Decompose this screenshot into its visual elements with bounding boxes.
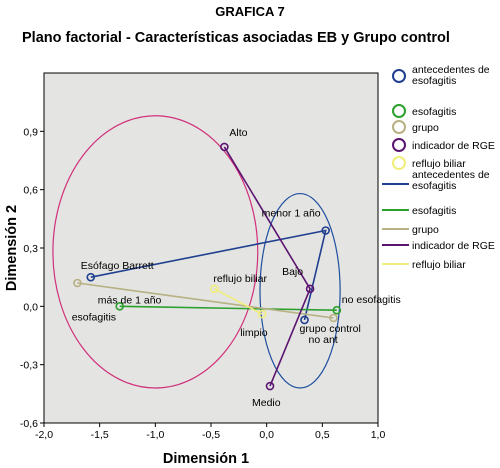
- legend-line-label-4: reflujo biliar: [412, 259, 466, 271]
- y-axis-title: Dimensión 2: [4, 205, 20, 291]
- series-3-point-2: [265, 381, 275, 391]
- legend-marker-label-0: antecedentes de esofagitis: [412, 64, 490, 87]
- series-3-point-1: [305, 284, 315, 294]
- legend-marker-1: [392, 104, 406, 118]
- chart-title: Plano factorial - Características asocia…: [22, 30, 450, 46]
- legend-marker-2: [392, 120, 406, 134]
- ellipse-1: [52, 115, 259, 389]
- x-tick-label-2: -1,0: [146, 429, 164, 441]
- figure-label: GRAFICA 7: [215, 4, 285, 19]
- point-label-0-2: grupo control no ant: [300, 323, 361, 346]
- series-2-point-1: [329, 313, 338, 323]
- y-tick-label-5: 0,9: [23, 126, 38, 138]
- series-2-point-0: [73, 278, 82, 288]
- x-tick-label-5: 0,5: [315, 429, 330, 441]
- legend-marker-label-2: grupo: [412, 122, 439, 134]
- x-tick-label-6: 1,0: [371, 429, 386, 441]
- point-label-3-2: Medio: [252, 397, 281, 409]
- series-0-point-0: [86, 272, 96, 282]
- legend-marker-4: [392, 156, 406, 170]
- legend-marker-label-4: reflujo biliar: [412, 158, 466, 170]
- series-line-2: [77, 282, 334, 319]
- series-1-point-1: [332, 305, 342, 315]
- legend-line-label-2: grupo: [412, 224, 439, 236]
- y-tick-label-3: 0,3: [23, 243, 38, 255]
- y-tick-label-1: -0,3: [20, 360, 38, 372]
- legend-marker-label-1: esofagitis: [412, 106, 456, 118]
- legend-line-label-0: antecedentes de esofagitis: [412, 169, 490, 192]
- x-axis-title: Dimensión 1: [163, 451, 249, 467]
- series-3-point-0: [220, 142, 229, 152]
- legend-marker-label-3: indicador de RGE: [412, 140, 495, 152]
- series-line-3: [223, 146, 311, 387]
- legend-line-label-1: esofagitis: [412, 205, 456, 217]
- ellipse-2: [259, 192, 341, 389]
- series-4-point-1: [257, 309, 267, 319]
- legend-marker-3: [392, 138, 406, 152]
- point-label-4-0: reflujo biliar: [213, 273, 267, 285]
- legend-line-label-3: indicador de RGE: [412, 240, 495, 252]
- series-line-1: [119, 305, 337, 312]
- plot-area: [43, 72, 379, 424]
- legend-marker-0: [392, 69, 406, 83]
- y-tick-label-2: 0,0: [23, 301, 38, 313]
- point-label-0-0: Esófago Barrett: [81, 260, 154, 272]
- point-label-0-1: menor 1 año: [262, 208, 321, 220]
- series-1-point-0: [115, 302, 125, 311]
- series-line-0: [90, 229, 327, 321]
- x-tick-label-3: -0,5: [202, 429, 220, 441]
- x-tick-label-4: 0,0: [259, 429, 274, 441]
- point-label-3-1: Bajo: [282, 266, 303, 278]
- point-label-1-1: no esofagitis: [342, 294, 401, 306]
- series-0-point-2: [300, 315, 309, 325]
- point-label-1-0: esofagitis: [72, 311, 116, 323]
- annotation-mas-de-1-ano: más de 1 año: [98, 294, 162, 306]
- series-line-4: [213, 288, 263, 315]
- series-0-point-1: [321, 226, 330, 235]
- x-tick-label-0: -2,0: [35, 429, 53, 441]
- point-label-3-0: Alto: [229, 127, 247, 139]
- y-tick-label-0: -0,6: [20, 418, 38, 430]
- series-4-point-0: [210, 284, 219, 294]
- point-label-4-1: limpio: [240, 327, 268, 339]
- x-tick-label-1: -1,5: [91, 429, 109, 441]
- y-tick-label-4: 0,6: [23, 185, 38, 197]
